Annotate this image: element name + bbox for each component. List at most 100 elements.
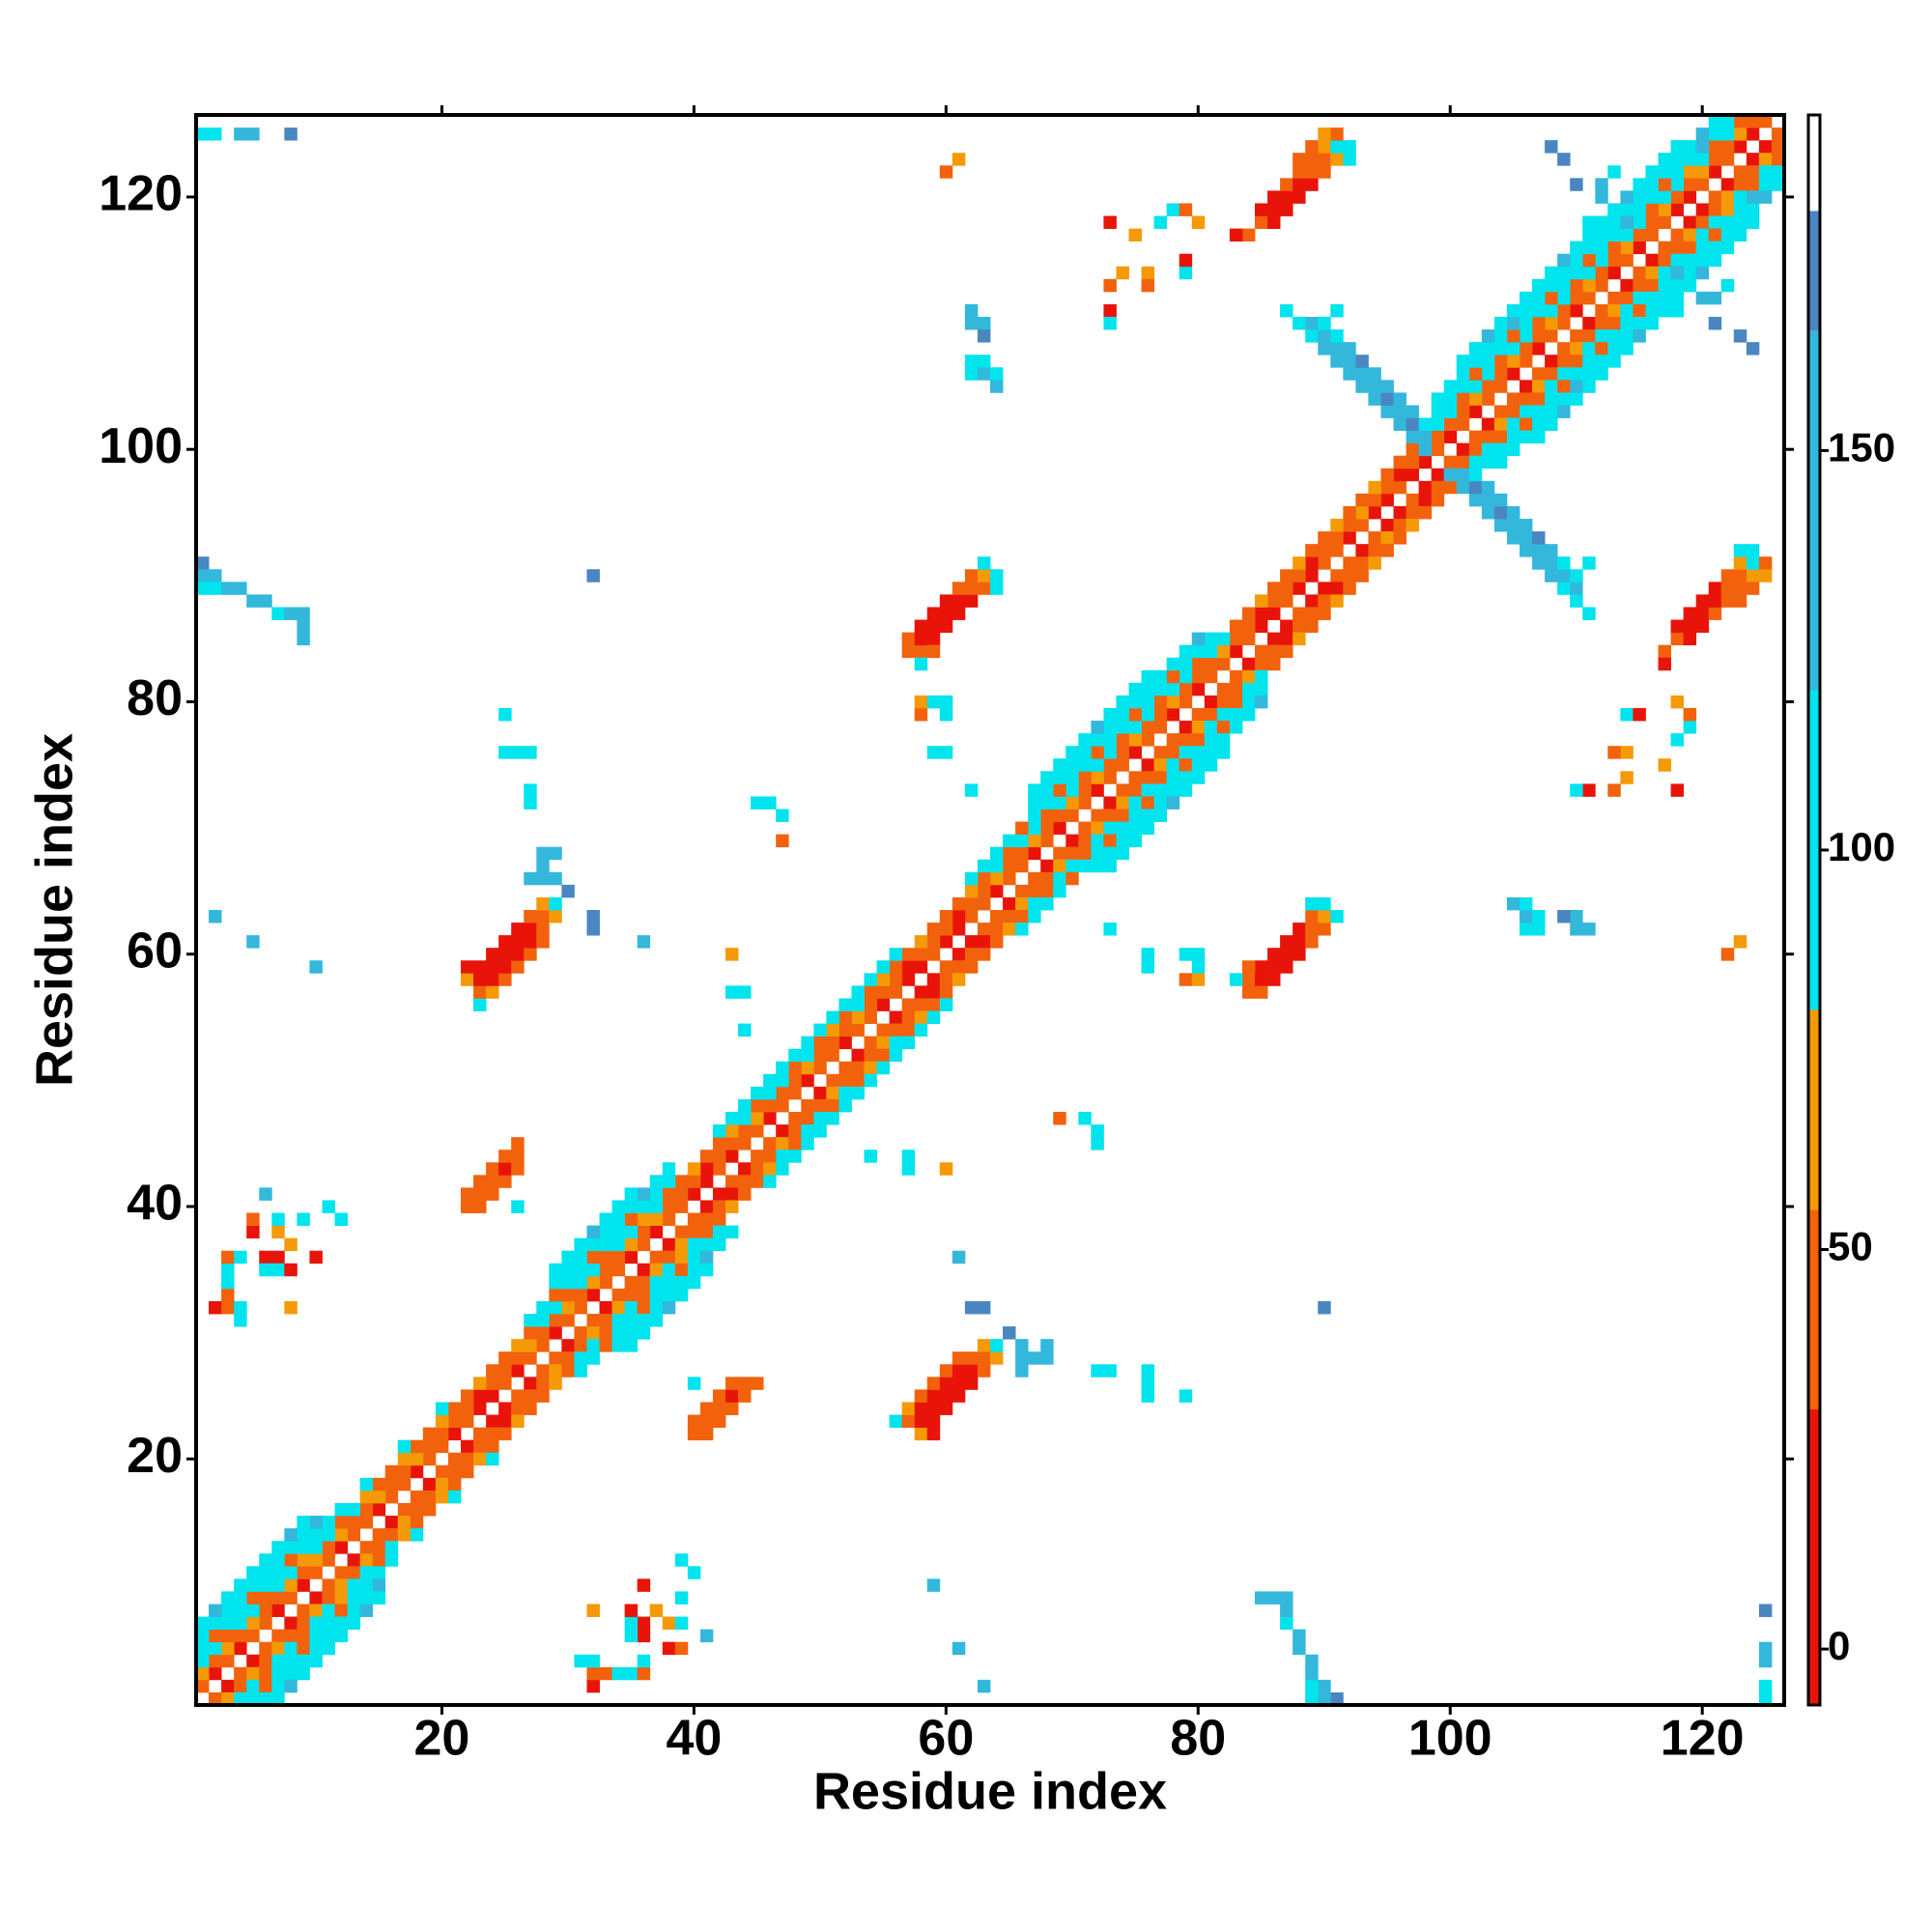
heatmap-cell <box>1607 317 1621 330</box>
heatmap-cell <box>1040 834 1054 848</box>
heatmap-cell <box>1141 1377 1155 1390</box>
heatmap-cell <box>209 1300 222 1315</box>
heatmap-cell <box>422 1452 437 1466</box>
heatmap-cell <box>234 1616 247 1631</box>
heatmap-cell <box>561 1314 575 1327</box>
heatmap-cell <box>649 1314 664 1327</box>
heatmap-cell <box>1746 128 1760 141</box>
heatmap-cell <box>1708 203 1722 216</box>
heatmap-cell <box>1293 178 1306 191</box>
heatmap-cell <box>1645 303 1659 318</box>
heatmap-cell <box>486 948 499 961</box>
heatmap-cell <box>1393 519 1406 532</box>
heatmap-cell <box>1545 367 1558 381</box>
heatmap-cell <box>1493 317 1508 330</box>
heatmap-cell <box>1305 923 1319 936</box>
heatmap-cell <box>1179 253 1193 268</box>
heatmap-cell <box>901 632 916 646</box>
heatmap-cell <box>1633 228 1646 242</box>
heatmap-cell <box>524 1389 537 1403</box>
heatmap-cell <box>1520 544 1533 557</box>
heatmap-cell <box>1683 190 1697 204</box>
heatmap-cell <box>662 1212 676 1226</box>
heatmap-cell <box>498 1162 512 1176</box>
heatmap-cell <box>473 960 487 974</box>
heatmap-cell <box>1670 228 1685 242</box>
heatmap-cell <box>1582 253 1596 268</box>
heatmap-cell <box>939 935 953 949</box>
heatmap-cell <box>1658 253 1671 268</box>
heatmap-cell <box>246 1691 260 1706</box>
heatmap-cell <box>977 871 991 886</box>
heatmap-cell <box>1393 417 1406 431</box>
heatmap-cell <box>1733 178 1747 191</box>
heatmap-cell <box>1708 291 1722 305</box>
heatmap-cell <box>1355 544 1369 557</box>
heatmap-cell <box>284 1666 298 1681</box>
heatmap-cell <box>1280 619 1293 634</box>
heatmap-cell <box>964 594 979 608</box>
heatmap-cell <box>1028 796 1041 810</box>
heatmap-cell <box>964 884 979 898</box>
heatmap-cell <box>586 1288 600 1302</box>
heatmap-cell <box>1595 329 1608 343</box>
heatmap-cell <box>359 1516 374 1529</box>
heatmap-cell <box>1645 266 1659 280</box>
plot-frame <box>194 113 1786 1707</box>
heatmap-cell <box>1255 695 1268 709</box>
heatmap-cell <box>1758 190 1773 204</box>
heatmap-cell <box>990 380 1004 393</box>
heatmap-cell <box>1746 569 1760 582</box>
y-tick-label: 80 <box>127 670 183 726</box>
heatmap-cell <box>586 1339 600 1352</box>
heatmap-cell <box>1280 948 1293 961</box>
heatmap-cell <box>964 303 979 318</box>
heatmap-cell <box>926 1402 941 1415</box>
heatmap-cell <box>1330 1691 1344 1706</box>
heatmap-cell <box>964 896 979 911</box>
heatmap-cell <box>1305 935 1319 949</box>
heatmap-cell <box>1468 468 1483 482</box>
heatmap-cell <box>788 1137 802 1151</box>
heatmap-cell <box>1532 317 1546 330</box>
heatmap-cell <box>586 923 600 936</box>
heatmap-cell <box>712 1124 726 1138</box>
heatmap-cell <box>1103 746 1117 759</box>
heatmap-cell <box>939 960 953 974</box>
heatmap-cell <box>926 1377 941 1390</box>
colorbar-segment <box>1808 1408 1820 1705</box>
heatmap-cell <box>1607 228 1621 242</box>
heatmap-cell <box>1141 278 1155 293</box>
heatmap-cell <box>234 1591 247 1605</box>
heatmap-cell <box>1520 329 1533 343</box>
heatmap-cell <box>1406 468 1420 482</box>
heatmap-cell <box>914 1402 928 1415</box>
heatmap-cell <box>977 569 991 582</box>
heatmap-cell <box>1065 783 1079 797</box>
heatmap-cell <box>1280 582 1293 595</box>
heatmap-cell <box>952 582 966 595</box>
heatmap-cell <box>914 1427 928 1441</box>
heatmap-cell <box>1481 329 1495 343</box>
heatmap-cell <box>574 1364 587 1378</box>
heatmap-cell <box>1141 266 1155 280</box>
heatmap-cell <box>1241 985 1256 999</box>
heatmap-cell <box>536 1300 550 1315</box>
heatmap-cell <box>309 1604 323 1617</box>
heatmap-cell <box>511 948 525 961</box>
heatmap-cell <box>1418 417 1433 431</box>
heatmap-cell <box>1633 190 1646 204</box>
heatmap-cell <box>776 1162 789 1176</box>
heatmap-cell <box>599 1275 612 1290</box>
heatmap-cell <box>637 1288 651 1302</box>
heatmap-cell <box>1280 935 1293 949</box>
heatmap-cell <box>1633 291 1646 305</box>
heatmap-cell <box>297 1212 310 1226</box>
heatmap-cell <box>1670 153 1685 166</box>
heatmap-cell <box>461 1187 474 1201</box>
heatmap-cell <box>1015 1364 1029 1378</box>
heatmap-cell <box>549 910 562 923</box>
heatmap-cell <box>1318 153 1331 166</box>
heatmap-cell <box>1758 1654 1773 1668</box>
heatmap-cell <box>549 1351 562 1365</box>
